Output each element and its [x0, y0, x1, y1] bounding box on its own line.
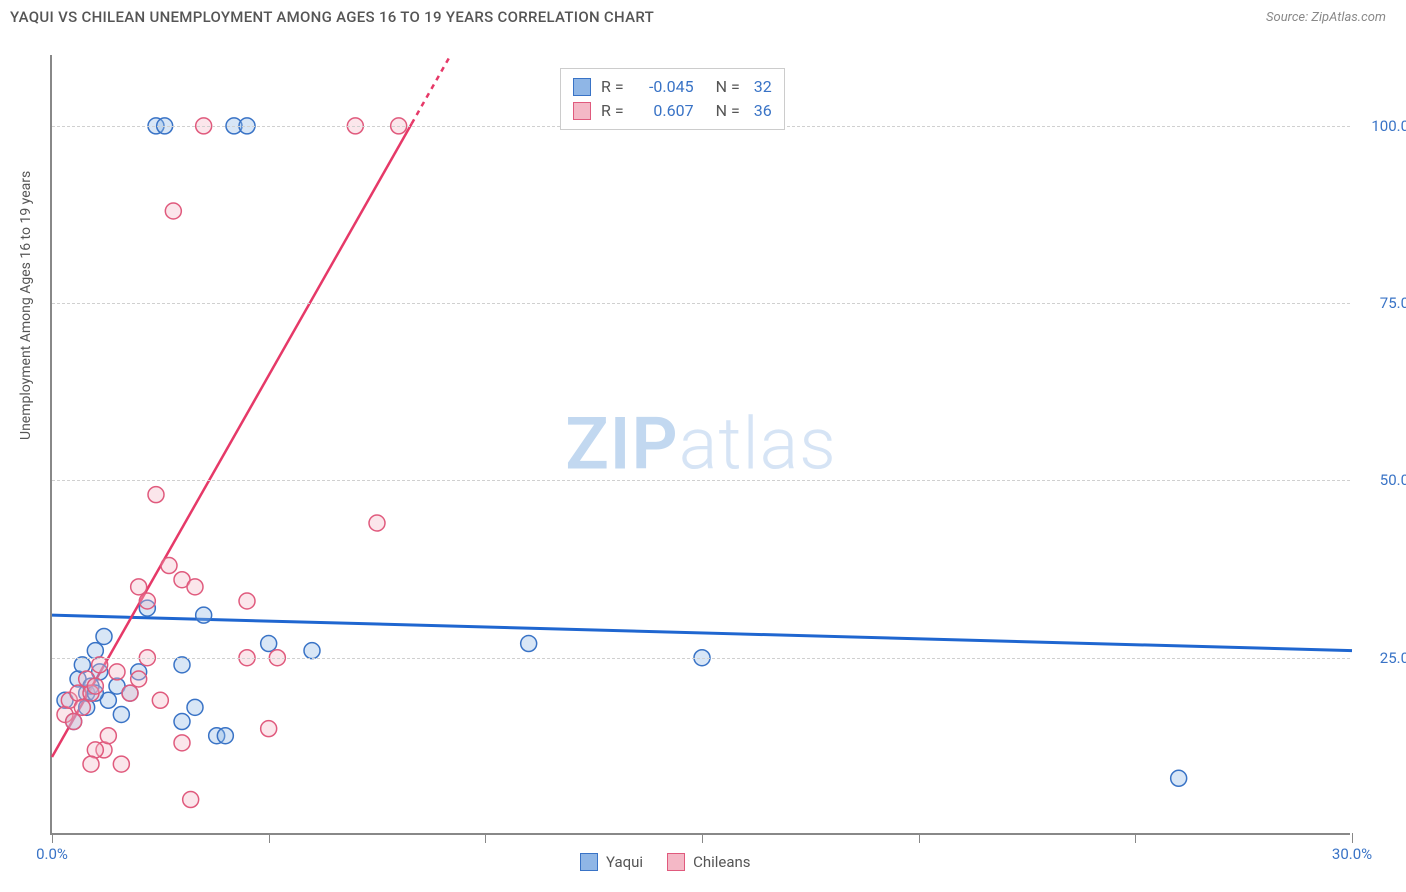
data-point [161, 558, 177, 574]
x-tick-label: 0.0% [36, 845, 68, 863]
r-label: R = [601, 99, 624, 123]
x-tick [702, 833, 703, 843]
data-point [113, 706, 129, 722]
x-tick [269, 833, 270, 843]
chart-title: YAQUI VS CHILEAN UNEMPLOYMENT AMONG AGES… [10, 8, 654, 26]
data-point [261, 721, 277, 737]
data-point [109, 664, 125, 680]
data-point [131, 671, 147, 687]
chart-header: YAQUI VS CHILEAN UNEMPLOYMENT AMONG AGES… [0, 0, 1406, 34]
legend-swatch [580, 853, 598, 871]
data-point [66, 714, 82, 730]
n-value: 36 [754, 99, 772, 123]
data-point [304, 643, 320, 659]
data-point [187, 699, 203, 715]
n-label: N = [716, 99, 740, 123]
data-point [174, 657, 190, 673]
x-tick [485, 833, 486, 843]
trend-line-dashed [412, 55, 451, 124]
correlation-stats-box: R = -0.045 N = 32 R = 0.607 N = 36 [560, 68, 785, 130]
legend-item: Yaqui [580, 853, 643, 871]
data-point [196, 607, 212, 623]
n-label: N = [716, 75, 740, 99]
stats-row: R = -0.045 N = 32 [573, 75, 772, 99]
data-point [100, 728, 116, 744]
legend-label: Chileans [693, 853, 750, 871]
data-point [165, 203, 181, 219]
data-point [74, 699, 90, 715]
data-point [217, 728, 233, 744]
source-attribution: Source: ZipAtlas.com [1266, 10, 1386, 25]
trend-line [52, 615, 1352, 650]
y-tick-label: 50.0% [1380, 471, 1406, 489]
legend-swatch [667, 853, 685, 871]
r-value: 0.607 [634, 99, 694, 123]
stats-row: R = 0.607 N = 36 [573, 99, 772, 123]
data-point [96, 628, 112, 644]
data-point [174, 714, 190, 730]
legend-swatch [573, 78, 591, 96]
n-value: 32 [754, 75, 772, 99]
x-tick [1135, 833, 1136, 843]
y-tick-label: 100.0% [1371, 117, 1406, 135]
chart-plot-area: ZIPatlas 25.0%50.0%75.0%100.0%0.0%30.0% [50, 55, 1350, 835]
data-point [521, 636, 537, 652]
x-tick-label: 30.0% [1332, 845, 1372, 863]
x-tick [919, 833, 920, 843]
gridline [52, 480, 1350, 481]
data-point [183, 792, 199, 808]
y-tick-label: 25.0% [1380, 649, 1406, 667]
data-point [187, 579, 203, 595]
x-tick [1352, 833, 1353, 843]
scatter-svg [52, 55, 1352, 835]
data-point [113, 756, 129, 772]
data-point [1171, 770, 1187, 786]
y-tick-label: 75.0% [1380, 294, 1406, 312]
data-point [131, 579, 147, 595]
data-point [148, 487, 164, 503]
data-point [87, 678, 103, 694]
legend-item: Chileans [667, 853, 750, 871]
data-point [92, 657, 108, 673]
legend-swatch [573, 102, 591, 120]
data-point [174, 735, 190, 751]
data-point [152, 692, 168, 708]
data-point [369, 515, 385, 531]
data-point [239, 593, 255, 609]
r-value: -0.045 [634, 75, 694, 99]
gridline [52, 303, 1350, 304]
gridline [52, 658, 1350, 659]
data-point [83, 756, 99, 772]
data-point [261, 636, 277, 652]
r-label: R = [601, 75, 624, 99]
data-point [122, 685, 138, 701]
data-point [139, 593, 155, 609]
x-tick [52, 833, 53, 843]
series-legend: Yaqui Chileans [580, 853, 751, 871]
y-axis-label: Unemployment Among Ages 16 to 19 years [18, 171, 34, 440]
legend-label: Yaqui [606, 853, 643, 871]
